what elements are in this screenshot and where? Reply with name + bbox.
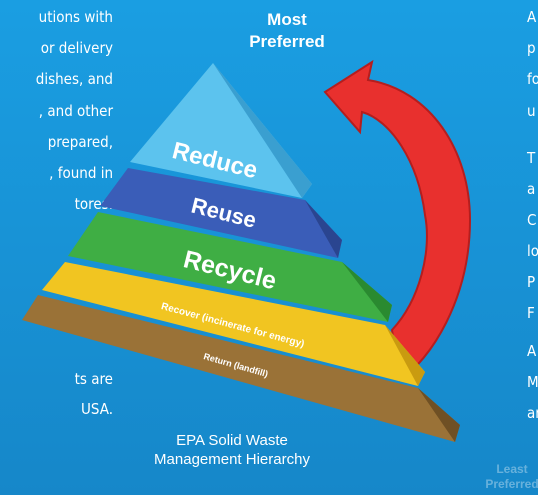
body-text: , and other — [39, 102, 114, 120]
body-text: , found in — [49, 164, 113, 182]
body-text: lo — [527, 242, 538, 260]
body-text: prepared, — [48, 133, 113, 151]
body-text: C — [527, 211, 536, 229]
top-label: Preferred — [249, 32, 325, 51]
top-label: Most — [267, 10, 307, 29]
bottom-label: Preferred — [485, 477, 538, 491]
bottom-label: Least — [496, 462, 527, 476]
body-text: F — [527, 304, 535, 322]
body-text: u — [527, 102, 536, 120]
body-text: USA. — [81, 400, 113, 418]
body-text: or delivery — [41, 39, 113, 57]
page: utions with or delivery dishes, and , and o… — [0, 0, 538, 495]
body-text: utions with — [39, 8, 113, 26]
body-text: ar — [527, 404, 538, 422]
right-text: ApfouTaCloPFAMar — [526, 8, 538, 422]
body-text: p — [527, 39, 536, 57]
slide: utions with or delivery dishes, and , and o… — [0, 0, 538, 495]
body-text: fo — [527, 70, 538, 88]
caption: EPA Solid Waste — [176, 432, 288, 449]
body-text: P — [527, 273, 535, 291]
body-text: dishes, and — [36, 70, 113, 88]
body-text: a — [527, 180, 535, 198]
body-text: A — [527, 8, 537, 26]
body-text: T — [526, 149, 536, 167]
body-text: A — [527, 342, 537, 360]
body-text: M — [527, 373, 538, 391]
caption: Management Hierarchy — [154, 451, 310, 468]
body-text: ts are — [75, 370, 113, 388]
